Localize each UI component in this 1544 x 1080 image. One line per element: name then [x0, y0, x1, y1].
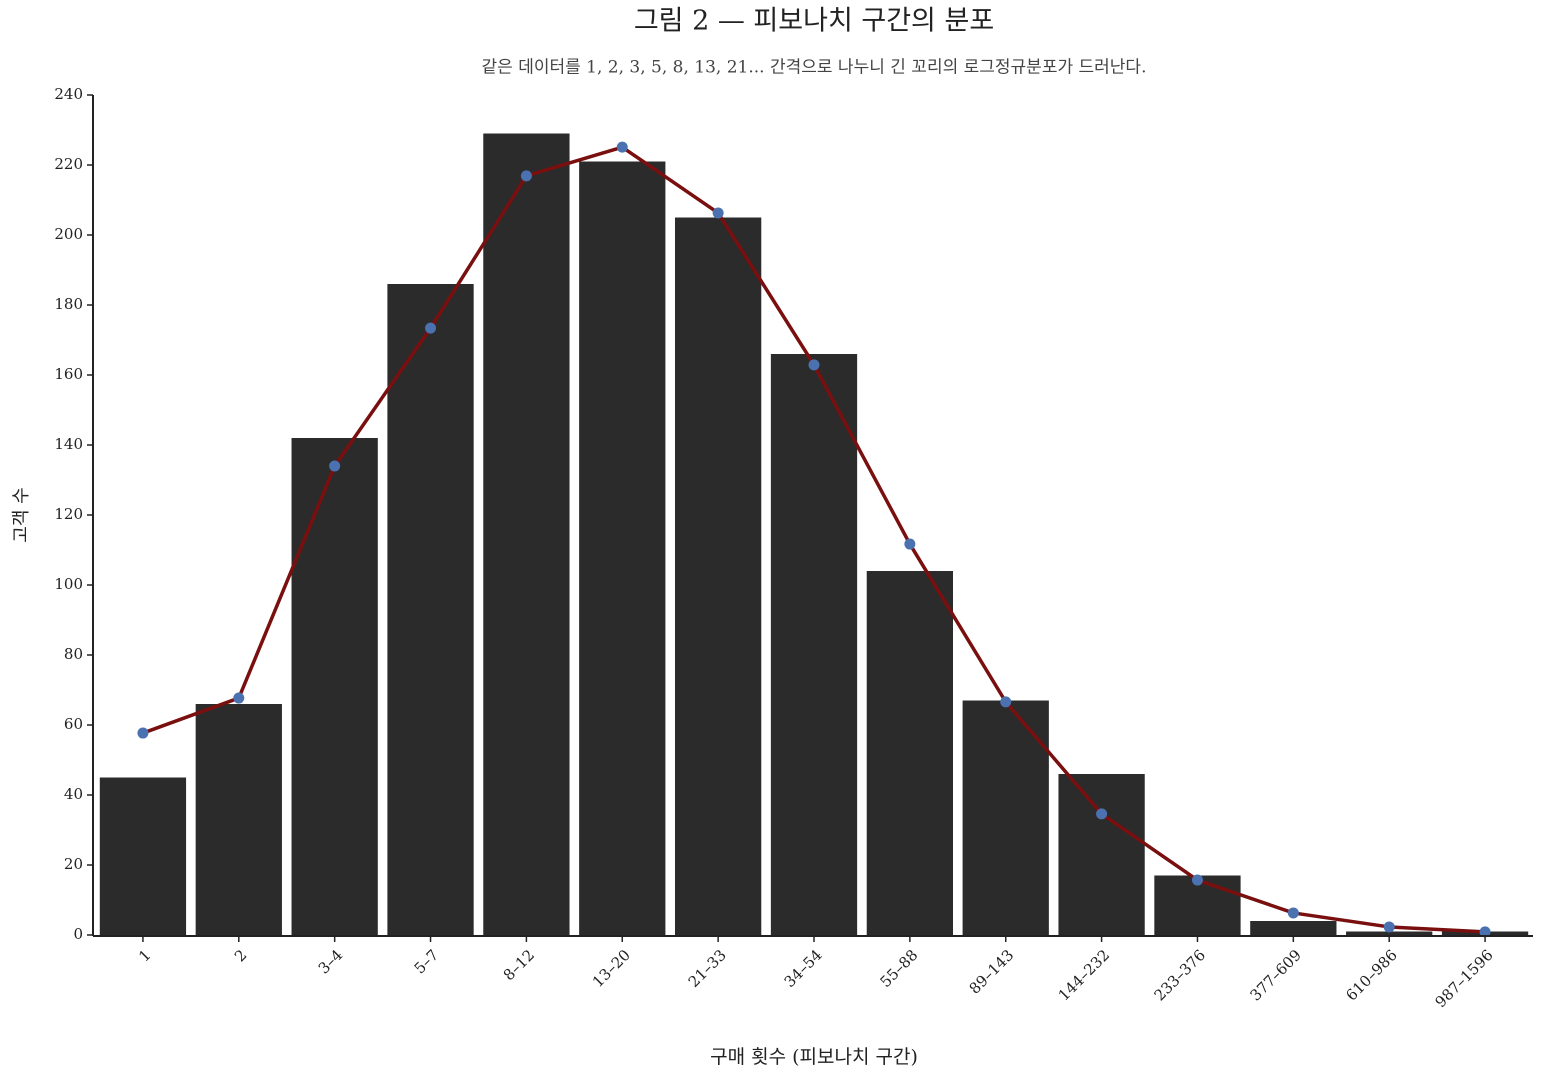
line-marker — [1383, 921, 1395, 933]
bar — [1346, 931, 1433, 935]
bar — [579, 161, 666, 935]
x-tick-label: 89–143 — [966, 946, 1018, 998]
x-tick-label: 610–986 — [1342, 946, 1401, 1005]
line-marker — [616, 141, 628, 153]
y-tick-label: 180 — [54, 295, 83, 313]
x-tick-label: 3–4 — [315, 946, 347, 978]
bar — [962, 700, 1049, 935]
line-marker — [1191, 874, 1203, 886]
bar — [195, 704, 282, 935]
line-marker — [137, 727, 149, 739]
x-tick-label: 8–12 — [500, 946, 538, 984]
y-tick-label: 160 — [54, 365, 83, 383]
line-marker — [1096, 808, 1108, 820]
y-tick-label: 100 — [54, 575, 83, 593]
bar — [387, 284, 474, 935]
line-marker — [329, 460, 341, 472]
line-marker — [233, 692, 245, 704]
x-tick-label: 21–33 — [685, 946, 730, 991]
x-tick-label: 34–54 — [781, 946, 826, 991]
line-marker — [425, 322, 437, 334]
bar — [291, 438, 378, 935]
x-tick-label: 233–376 — [1151, 946, 1210, 1005]
line-marker — [520, 170, 532, 182]
y-tick-label: 240 — [54, 85, 83, 103]
bar — [866, 571, 954, 935]
x-tick-label: 1 — [135, 946, 154, 965]
y-tick-label: 200 — [54, 225, 83, 243]
bar — [99, 777, 187, 935]
y-axis-label: 고객 수 — [11, 487, 32, 542]
x-tick-label: 2 — [231, 946, 250, 965]
line-marker — [808, 359, 820, 371]
y-tick-label: 40 — [64, 785, 83, 803]
y-tick-label: 80 — [64, 645, 83, 663]
x-tick-label: 987–1596 — [1431, 946, 1496, 1011]
x-tick-label: 144–232 — [1055, 946, 1114, 1005]
x-tick-label: 13–20 — [589, 946, 634, 991]
line-marker — [1287, 907, 1299, 919]
chart-title: 그림 2 — 피보나치 구간의 분포 — [634, 6, 994, 37]
bar — [1250, 921, 1337, 935]
y-tick-label: 220 — [54, 155, 83, 173]
line-marker — [1000, 696, 1012, 708]
x-axis-label: 구매 횟수 (피보나치 구간) — [710, 1046, 918, 1068]
y-tick-label: 140 — [54, 435, 83, 453]
chart-subtitle: 같은 데이터를 1, 2, 3, 5, 8, 13, 21... 간격으로 나누… — [482, 58, 1147, 78]
y-tick-label: 20 — [64, 855, 83, 873]
line-marker — [712, 207, 724, 219]
line-marker — [1479, 926, 1491, 938]
y-tick-label: 60 — [64, 715, 83, 733]
x-tick-label: 55–88 — [876, 946, 921, 991]
bar — [770, 354, 858, 935]
x-tick-label: 5–7 — [411, 946, 443, 978]
bar — [1058, 774, 1145, 935]
x-tick-label: 377–609 — [1246, 946, 1305, 1005]
y-tick-label: 120 — [54, 505, 83, 523]
bar — [483, 133, 570, 935]
y-tick-label: 0 — [73, 925, 83, 943]
bar — [674, 217, 762, 935]
line-marker — [904, 538, 916, 550]
